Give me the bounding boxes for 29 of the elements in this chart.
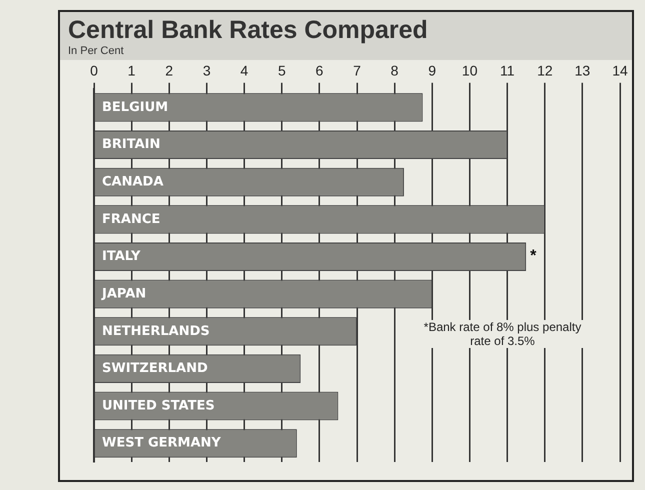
x-tick-label: 12 — [537, 62, 553, 78]
x-tick-label: 4 — [240, 62, 248, 78]
y-tick-label: CANADA — [102, 174, 164, 190]
x-tick-label: 14 — [612, 62, 628, 78]
y-tick-label: SWITZERLAND — [102, 361, 208, 376]
x-tick-label: 1 — [128, 62, 136, 78]
y-tick-label: WEST GERMANY — [102, 436, 222, 451]
annotation: * — [530, 248, 538, 265]
y-tick-label: NETHERLANDS — [102, 324, 210, 339]
x-tick-label: 6 — [316, 62, 324, 78]
x-tick-label: 5 — [278, 62, 286, 78]
y-tick-label: BELGIUM — [102, 100, 168, 115]
x-tick-label: 10 — [462, 62, 478, 78]
x-tick-label: 13 — [574, 62, 590, 78]
chart-title: Central Bank Rates Compared — [68, 16, 429, 45]
y-tick-label: ITALY — [102, 249, 142, 264]
x-tick-label: 0 — [90, 62, 98, 78]
annotation: *Bank rate of 8% plus penalty rate of 3.5% — [415, 320, 590, 348]
y-tick-label: FRANCE — [102, 212, 160, 227]
y-tick-label: BRITAIN — [102, 137, 160, 152]
x-tick-label: 2 — [165, 62, 174, 78]
x-tick-label: 3 — [202, 62, 211, 78]
x-tick-label: 9 — [428, 62, 436, 78]
x-tick-label: 11 — [500, 62, 515, 78]
x-tick-label: 8 — [390, 62, 399, 78]
y-tick-label: JAPAN — [101, 286, 146, 302]
x-tick-label: 7 — [353, 62, 362, 78]
y-tick-label: UNITED STATES — [102, 398, 215, 414]
chart-subtitle: In Per Cent — [68, 45, 125, 57]
